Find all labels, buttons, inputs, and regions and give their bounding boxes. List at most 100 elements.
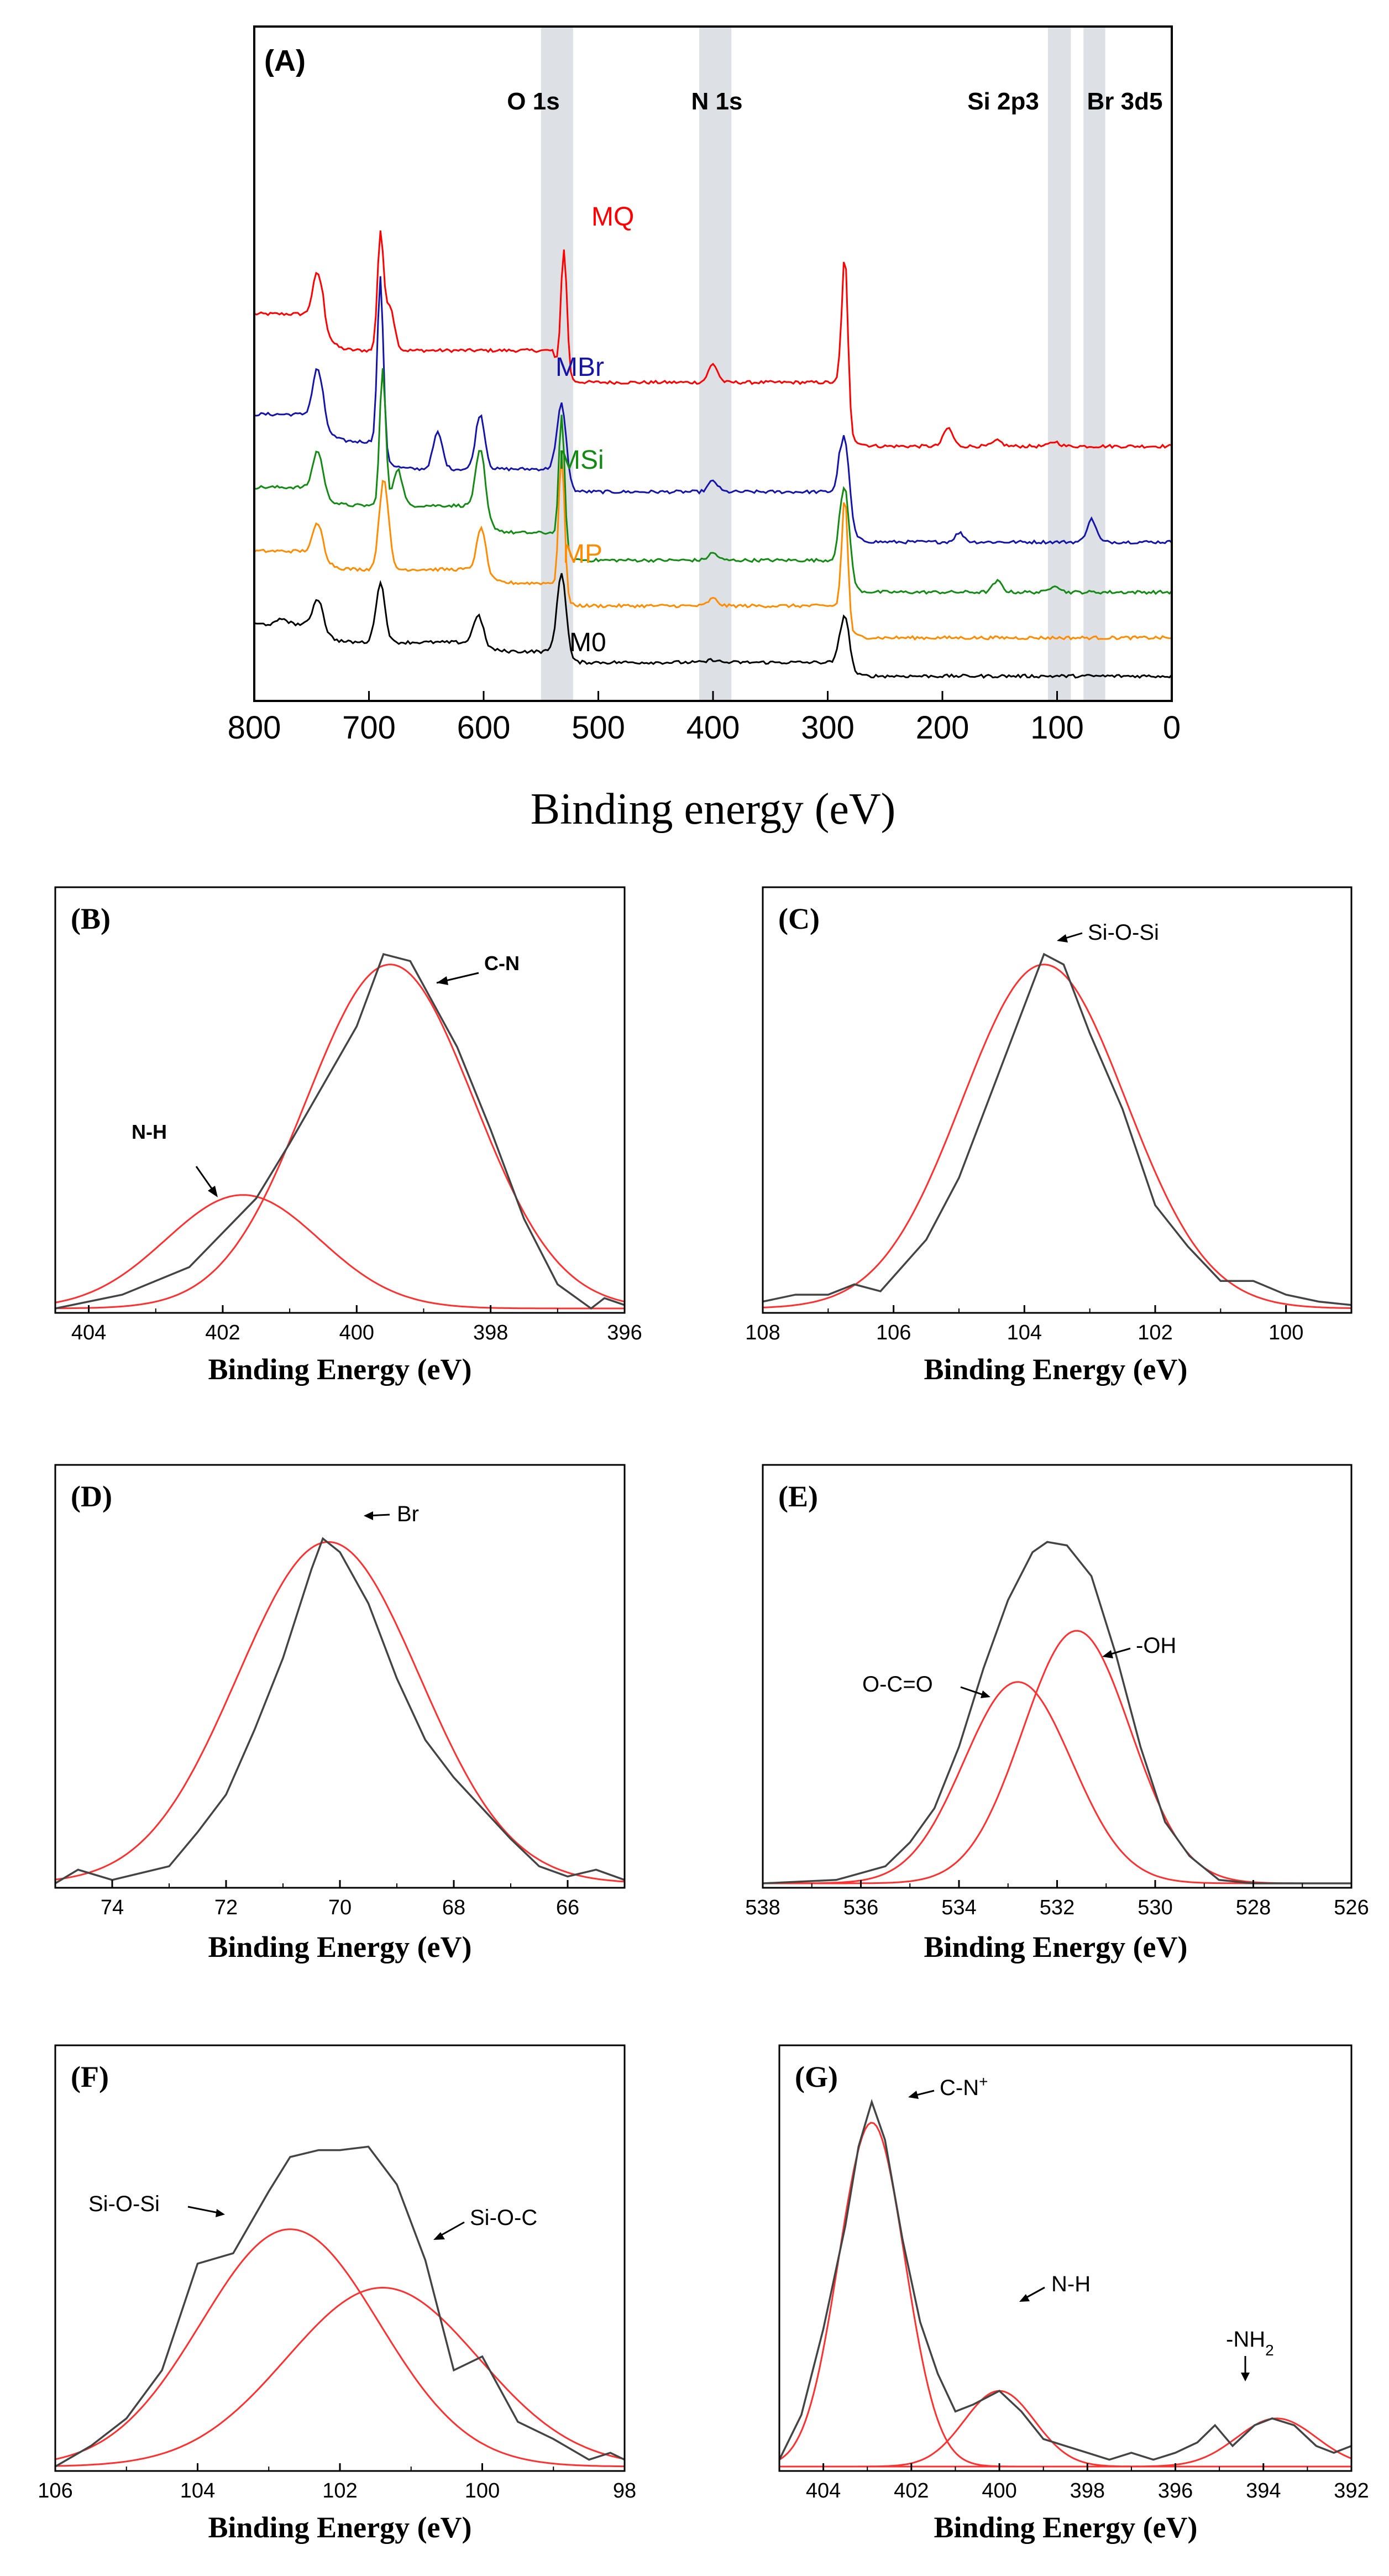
panel-e-label: (E)	[778, 1480, 818, 1513]
annotation-si-o-c-arrowhead	[433, 2232, 445, 2240]
annotation-nh2-arrowhead	[1241, 2373, 1250, 2381]
band-label-n1s: N 1s	[691, 88, 743, 115]
annotation-n-h-arrowhead	[208, 1186, 218, 1197]
x-tick-label-g-398: 398	[1070, 2479, 1105, 2502]
panel-f-label: (F)	[71, 2060, 109, 2093]
observed-curve-b	[55, 953, 625, 1310]
band-label-o1s: O 1s	[507, 88, 559, 115]
x-tick-label-b-396: 396	[607, 1321, 642, 1344]
annotation-br: Br	[397, 1502, 419, 1526]
x-tick-label-300: 300	[801, 710, 855, 746]
x-tick-label-200: 200	[916, 710, 969, 746]
x-tick-label-b-404: 404	[71, 1321, 106, 1344]
x-tick-label-e-534: 534	[941, 1896, 976, 1919]
panel-c-x-ticks: 108 106 104 102 100	[745, 1305, 1303, 1344]
observed-curve-f	[55, 2145, 625, 2468]
fit-curve-f-0	[55, 2228, 625, 2468]
x-tick-label-e-536: 536	[843, 1896, 878, 1919]
series-line-msi	[254, 368, 1173, 595]
x-tick-label-e-530: 530	[1138, 1896, 1172, 1919]
x-tick-label-c-108: 108	[745, 1321, 780, 1344]
x-tick-label-g-404: 404	[806, 2479, 841, 2502]
series-label-mp: MP	[563, 540, 602, 569]
panel-b-x-ticks: 404 402 400 398 396	[71, 1305, 642, 1344]
panel-e-x-ticks: 538 536 534 532 530 528 526	[745, 1880, 1369, 1919]
series-line-m0	[254, 573, 1173, 679]
panel-f-curves	[55, 2145, 625, 2468]
fit-curve-b-0	[55, 964, 625, 1310]
band-label-si2p3: Si 2p3	[967, 88, 1039, 115]
fit-curve-c-0	[762, 964, 1352, 1309]
x-tick-label-d-70: 70	[328, 1896, 352, 1919]
annotation-o-c-o-arrowhead	[981, 1690, 990, 1698]
x-tick-label-b-402: 402	[205, 1321, 240, 1344]
fit-curve-f-1	[55, 2286, 625, 2467]
observed-curve-d	[55, 1537, 625, 1884]
annotation-c-n-plus-superscript: +	[979, 2073, 988, 2090]
x-tick-label-d-66: 66	[556, 1896, 579, 1919]
panel-c-label: (C)	[778, 902, 820, 935]
x-tick-label-f-102: 102	[322, 2479, 357, 2502]
series-label-mbr: MBr	[555, 353, 604, 382]
panel-d-br3d-mbr: 74 72 70 68 66 (D) Binding Energy (eV) Br	[54, 1464, 626, 1964]
x-tick-label-d-68: 68	[442, 1896, 465, 1919]
series-line-mq	[254, 230, 1172, 449]
x-tick-label-600: 600	[457, 710, 511, 746]
annotation-c-n-plus-arrowhead	[908, 2091, 919, 2099]
x-axis-ticks: 800 700 600 500 400 300 200 100 0	[228, 691, 1181, 746]
x-tick-label-g-396: 396	[1158, 2479, 1193, 2502]
annotation-si-o-si-f-arrowhead	[216, 2209, 225, 2217]
x-tick-label-e-532: 532	[1040, 1896, 1074, 1919]
annotation-si-o-c: Si-O-C	[470, 2206, 537, 2230]
survey-series-lines	[254, 230, 1173, 679]
panel-d-x-ticks: 74 72 70 68 66	[101, 1880, 579, 1919]
annotation-o-c-o: O-C=O	[862, 1672, 933, 1697]
fit-curve-d-0	[55, 1541, 625, 1883]
panel-a-survey-spectra: 800 700 600 500 400 300 200 100 0 (A) O 1s N 1s …	[228, 25, 1181, 834]
observed-curve-c	[762, 952, 1352, 1306]
panel-b-frame	[54, 886, 626, 1314]
panel-c-x-axis-title: Binding Energy (eV)	[924, 1353, 1187, 1386]
panel-f-x-axis-title: Binding Energy (eV)	[208, 2511, 471, 2544]
x-tick-label-d-72: 72	[214, 1896, 238, 1919]
annotation-c-n-arrowhead	[437, 976, 448, 985]
annotation-br-arrowhead	[364, 1511, 373, 1520]
x-tick-label-f-100: 100	[465, 2479, 500, 2502]
highlight-band-2	[1047, 28, 1071, 700]
x-tick-label-f-98: 98	[613, 2479, 636, 2502]
panel-g-frame	[778, 2044, 1353, 2472]
annotation-si-o-si-f: Si-O-Si	[88, 2192, 160, 2216]
panel-d-curves	[55, 1537, 625, 1884]
highlight-band-1	[699, 28, 732, 700]
panel-c-frame	[762, 886, 1353, 1314]
panel-g-x-axis-title: Binding Energy (eV)	[934, 2511, 1197, 2544]
panel-a-label: (A)	[264, 44, 306, 77]
annotation-c-n: C-N	[484, 952, 520, 975]
annotation-oh: -OH	[1136, 1633, 1176, 1658]
series-label-m0: M0	[569, 628, 606, 657]
x-tick-label-700: 700	[342, 710, 396, 746]
x-tick-label-400: 400	[686, 710, 740, 746]
panel-a-x-axis-title: Binding energy (eV)	[531, 785, 896, 834]
x-tick-label-e-528: 528	[1236, 1896, 1271, 1919]
panel-g-n1s-mq: 404 402 400 398 396 394 392 (G) Binding Energy…	[778, 2044, 1369, 2544]
annotation-oh-arrowhead	[1102, 1650, 1113, 1658]
panel-b-n1s-mq: 404 402 400 398 396 (B) Binding Energy (eV) …	[54, 886, 642, 1386]
x-tick-label-d-74: 74	[101, 1896, 124, 1919]
annotation-si-o-si-arrowhead	[1057, 934, 1068, 943]
x-tick-label-g-394: 394	[1246, 2479, 1281, 2502]
x-tick-label-500: 500	[572, 710, 625, 746]
panel-f-x-ticks: 106 104 102 100 98	[38, 2463, 636, 2502]
x-tick-label-g-402: 402	[894, 2479, 929, 2502]
series-label-mq: MQ	[591, 202, 634, 232]
x-tick-label-e-526: 526	[1334, 1896, 1369, 1919]
annotation-n-h-g: N-H	[1051, 2272, 1091, 2296]
panel-e-x-axis-title: Binding Energy (eV)	[924, 1930, 1187, 1964]
x-tick-label-c-102: 102	[1138, 1321, 1172, 1344]
annotation-n-h: N-H	[132, 1121, 167, 1143]
observed-curve-g	[778, 2098, 1352, 2461]
series-label-msi: MSi	[558, 446, 604, 475]
x-tick-label-f-104: 104	[180, 2479, 215, 2502]
